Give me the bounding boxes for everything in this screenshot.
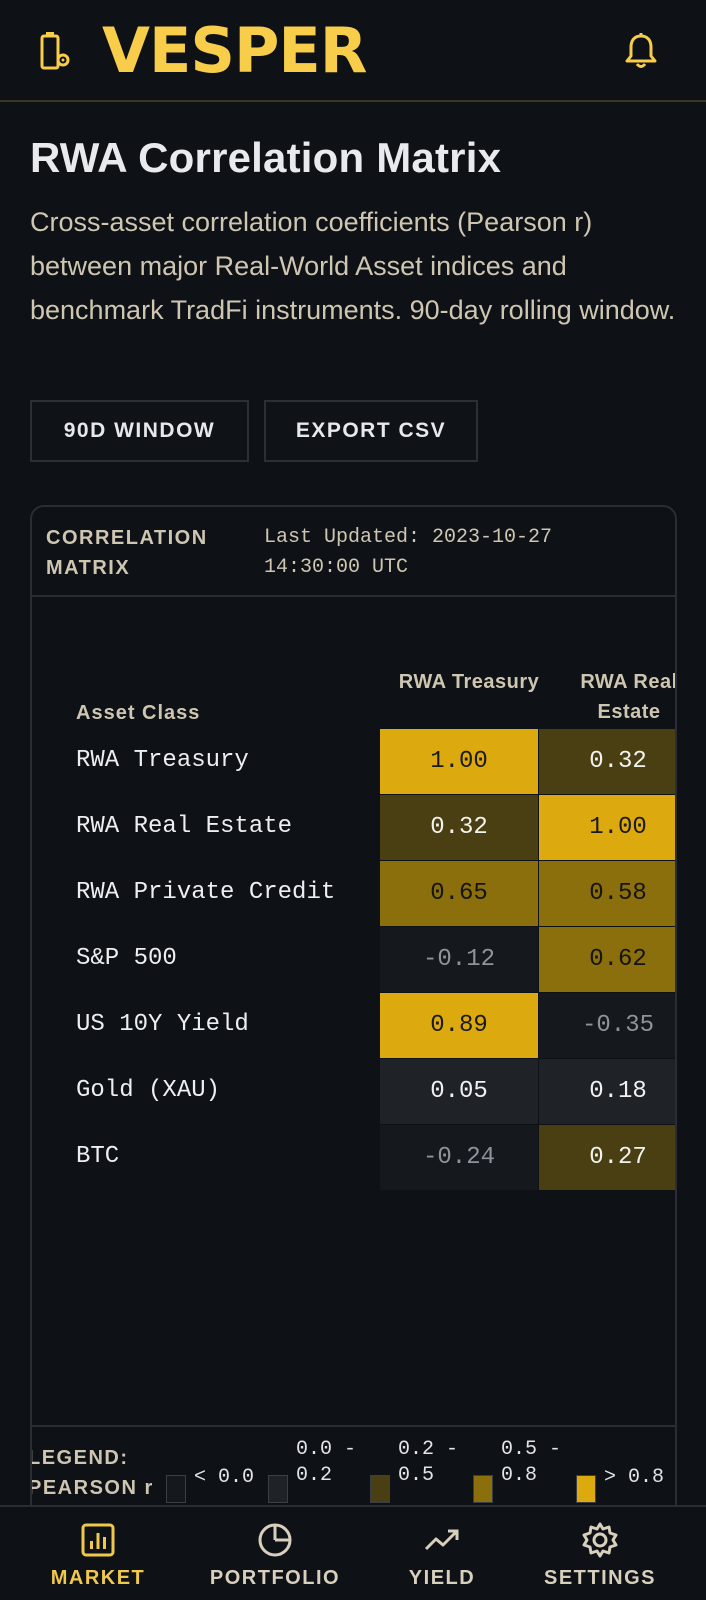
row-label: Gold (XAU) <box>76 1077 221 1104</box>
legend-swatch <box>268 1475 288 1503</box>
row-label: BTC <box>76 1143 120 1170</box>
asset-class-header: Asset Class <box>76 702 201 724</box>
legend-swatch <box>473 1475 493 1503</box>
matrix-cell[interactable]: 0.27 <box>539 1125 675 1190</box>
legend-label: 0.2 - 0.5 <box>398 1438 459 1487</box>
legend-label: 0.5 - 0.8 <box>501 1438 562 1487</box>
card-label: CORRELATION MATRIX <box>46 527 208 579</box>
pie-chart-icon <box>258 1523 292 1557</box>
legend: LEGEND: PEARSON r < 0.0 0.0 - 0.2 0.2 - 0.… <box>32 1425 675 1600</box>
legend-label: < 0.0 <box>194 1466 255 1489</box>
window-button[interactable]: 90D WINDOW <box>30 400 249 462</box>
matrix-cell[interactable]: 0.89 <box>380 993 538 1058</box>
page-title: RWA Correlation Matrix <box>30 134 502 181</box>
last-updated: Last Updated: 2023-10-27 14:30:00 UTC <box>264 526 553 579</box>
page-description: Cross-asset correlation coefficients (Pe… <box>30 207 676 325</box>
legend-title: LEGEND: PEARSON r <box>30 1447 154 1499</box>
nav-label: SETTINGS <box>543 1567 656 1589</box>
nav-portfolio[interactable]: PORTFOLIO <box>200 1507 350 1600</box>
legend-swatch <box>166 1475 186 1503</box>
row-label: RWA Real Estate <box>76 813 293 840</box>
row-label: RWA Private Credit <box>76 879 336 906</box>
bar-chart-icon <box>81 1523 115 1557</box>
row-label: US 10Y Yield <box>76 1011 249 1038</box>
matrix-cell[interactable]: -0.24 <box>380 1125 538 1190</box>
matrix-cell[interactable]: 0.05 <box>380 1059 538 1124</box>
legend-swatch <box>370 1475 390 1503</box>
notification-bell-icon[interactable] <box>624 32 658 70</box>
legend-swatch <box>576 1475 596 1503</box>
legend-label: > 0.8 <box>604 1466 665 1489</box>
column-header: RWA Real Estate <box>580 671 677 723</box>
matrix-cell[interactable]: 0.65 <box>380 861 538 926</box>
matrix-cell[interactable]: -0.35 <box>539 993 675 1058</box>
matrix-cell[interactable]: -0.12 <box>380 927 538 992</box>
matrix-cell[interactable]: 0.32 <box>539 729 675 794</box>
matrix-cell[interactable]: 1.00 <box>539 795 675 860</box>
bottom-nav: MARKET PORTFOLIO YIELD SETTINGS <box>0 1505 706 1600</box>
card-header: CORRELATION MATRIX Last Updated: 2023-10… <box>32 507 675 597</box>
matrix-cell[interactable]: 0.32 <box>380 795 538 860</box>
app-header: VESPER <box>0 0 706 102</box>
nav-label: PORTFOLIO <box>209 1567 341 1589</box>
matrix-cell[interactable]: 0.58 <box>539 861 675 926</box>
row-label: RWA Treasury <box>76 747 249 774</box>
brand-logo[interactable]: VESPER <box>102 14 368 87</box>
row-label: S&P 500 <box>76 945 177 972</box>
nav-label: YIELD <box>408 1567 476 1589</box>
correlation-card: CORRELATION MATRIX Last Updated: 2023-10… <box>30 505 677 1600</box>
battery-settings-icon[interactable] <box>38 30 72 72</box>
export-csv-button[interactable]: EXPORT CSV <box>264 400 478 462</box>
legend-label: 0.0 - 0.2 <box>296 1438 357 1487</box>
trending-up-icon <box>424 1529 459 1551</box>
column-header: RWA Treasury <box>398 671 540 693</box>
nav-yield[interactable]: YIELD <box>392 1507 492 1600</box>
matrix-cell[interactable]: 1.00 <box>380 729 538 794</box>
nav-settings[interactable]: SETTINGS <box>530 1507 670 1600</box>
gear-icon <box>582 1522 618 1558</box>
nav-label: MARKET <box>50 1567 146 1589</box>
matrix-cell[interactable]: 0.18 <box>539 1059 675 1124</box>
nav-market[interactable]: MARKET <box>38 1507 158 1600</box>
matrix-cell[interactable]: 0.62 <box>539 927 675 992</box>
